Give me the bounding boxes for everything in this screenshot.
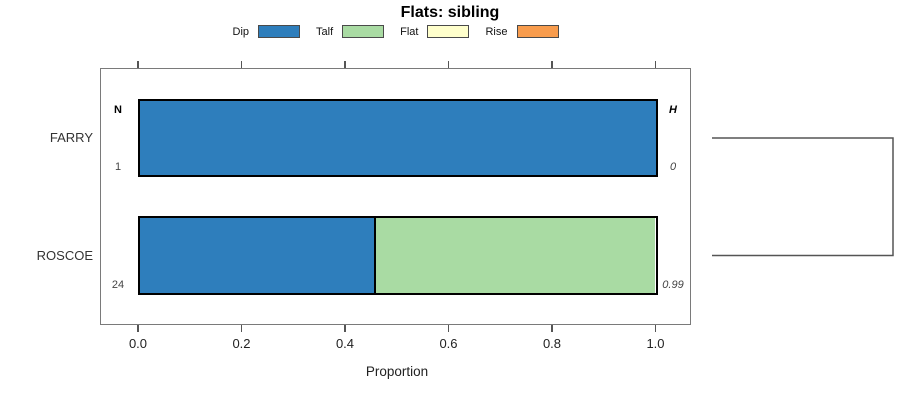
legend-label: Dip — [232, 25, 250, 38]
legend-swatch-dip — [258, 25, 301, 38]
x-axis-tick-top — [447, 61, 450, 68]
n-column-header: N — [114, 104, 122, 116]
legend-item-rise: Rise — [485, 25, 559, 38]
chart-title: Flats: sibling — [400, 4, 500, 21]
x-axis-tick-top — [240, 61, 243, 68]
dendrogram-bracket-line — [712, 137, 894, 257]
bar-farry — [138, 99, 658, 177]
legend-label: Rise — [485, 25, 508, 38]
x-axis-tick-top — [344, 61, 346, 68]
h-value-farry: 0 — [669, 161, 677, 173]
legend-swatch-rise — [516, 25, 559, 38]
x-axis-title: Proportion — [365, 364, 429, 379]
category-label-roscoe: ROSCOE — [36, 247, 93, 263]
legend-swatch-talf — [342, 25, 385, 38]
x-axis-tick-top — [654, 61, 657, 68]
x-axis-tick-label: 0.2 — [232, 336, 251, 351]
x-axis-tick-label: 0.0 — [128, 336, 148, 351]
x-axis-tick-bottom — [551, 325, 553, 332]
category-label-farry: FARRY — [49, 130, 93, 145]
n-value-farry: 1 — [114, 161, 122, 173]
bar-segment-dip — [140, 218, 377, 293]
legend: Dip Talf Flat Rise — [100, 23, 691, 40]
x-axis-tick-bottom — [137, 325, 139, 332]
x-axis-tick-label: 0.8 — [542, 336, 562, 351]
x-axis-tick-label: 0.6 — [439, 336, 458, 351]
legend-item-flat: Flat — [400, 25, 470, 38]
x-axis-tick-top — [551, 61, 553, 68]
x-axis-tick-bottom — [447, 325, 450, 332]
x-axis-tick-label: 1.0 — [646, 336, 665, 351]
legend-item-dip: Dip — [233, 25, 301, 38]
x-axis-tick-top — [137, 61, 139, 68]
x-axis-tick-bottom — [654, 325, 657, 332]
legend-label: Talf — [316, 25, 334, 38]
legend-swatch-flat — [427, 25, 470, 38]
h-column-header: H — [669, 104, 677, 116]
bar-roscoe — [138, 216, 658, 295]
x-axis-tick-label: 0.4 — [335, 336, 355, 351]
bar-segment-talf — [376, 218, 656, 293]
h-value-roscoe: 0.99 — [662, 279, 684, 291]
n-value-roscoe: 24 — [111, 279, 125, 291]
x-axis-tick-bottom — [344, 325, 346, 332]
legend-item-talf: Talf — [316, 25, 385, 38]
legend-label: Flat — [400, 25, 419, 38]
x-axis-tick-bottom — [240, 325, 243, 332]
bar-segment-dip — [140, 101, 656, 175]
